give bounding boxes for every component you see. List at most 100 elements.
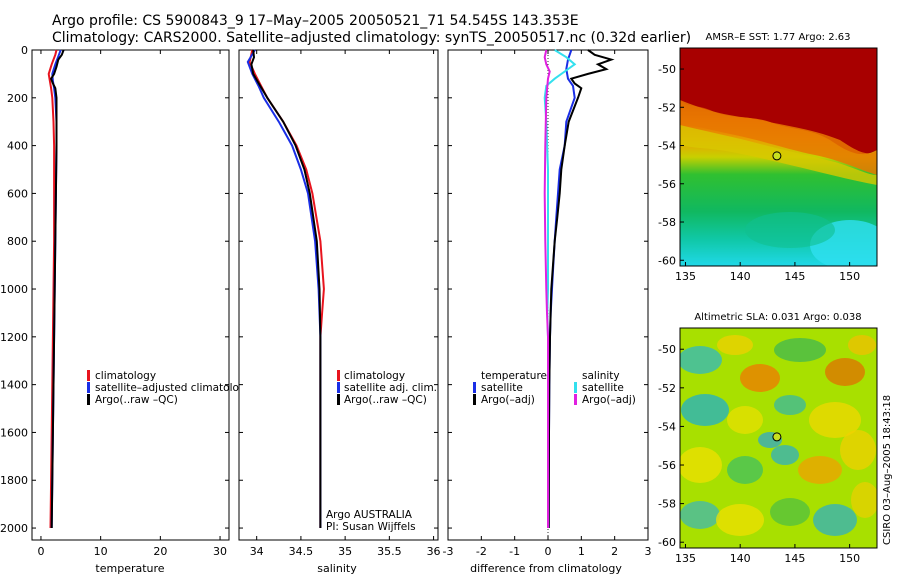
sla-map-panel: Altimetric SLA: 0.031 Argo: 0.038 135 140…	[658, 312, 893, 565]
lon-tick-label: 150	[839, 552, 860, 565]
x-tick-label: -1	[509, 545, 520, 558]
temperature-xlabel: temperature	[95, 562, 164, 575]
legend-label-climatology: climatology	[344, 370, 405, 382]
difference-ticks: -3 -2 -1 0 1 2 3	[443, 49, 652, 558]
lon-tick-label: 135	[675, 552, 696, 565]
sla-map-frame	[679, 327, 878, 549]
salinity-panel: 34 34.5 35 35.5 36 salinity climatology sate…	[238, 49, 441, 575]
sst-cool-patch	[745, 212, 835, 248]
sla-anomaly-blob	[798, 456, 842, 484]
y-tick-label: 1600	[0, 426, 28, 439]
sla-anomaly-blob	[680, 346, 722, 374]
x-tick-label: 20	[153, 545, 167, 558]
sla-anomaly-blobs	[680, 335, 877, 536]
x-tick-label: -2	[476, 545, 487, 558]
sla-anomaly-blob	[727, 406, 763, 434]
series-line-argo-raw-qc	[49, 49, 65, 529]
difference-lines	[543, 49, 615, 529]
legend-swatch-sal-argo	[574, 394, 577, 405]
legend-label-argo: Argo(..raw –QC)	[95, 394, 178, 406]
salinity-legend: climatology satellite adj. clim. Argo(..…	[337, 370, 437, 406]
temperature-panel: 0 10 20 30 0 200 400 600 800 1000 1200 1400 1600 1800…	[0, 44, 252, 575]
sla-anomaly-blob	[770, 498, 810, 526]
series-line-argo-raw-qc	[250, 49, 322, 528]
salinity-plot-frame	[238, 49, 439, 541]
lat-tick-label: -60	[658, 254, 676, 267]
lon-tick-label: 140	[730, 270, 751, 283]
legend-swatch-temp-satellite	[473, 382, 476, 393]
series-line-climatology	[47, 49, 58, 529]
y-tick-label: 1200	[0, 331, 28, 344]
lat-tick-label: -58	[658, 216, 676, 229]
lat-tick-label: -60	[658, 536, 676, 549]
legend-swatch-temp-argo	[473, 394, 476, 405]
legend-swatch-satellite	[337, 382, 340, 393]
y-tick-label: 1000	[0, 283, 28, 296]
sla-anomaly-blob	[716, 504, 764, 536]
sst-warm-front	[680, 48, 877, 155]
difference-legend-temperature: temperature satellite Argo(–adj)	[473, 370, 547, 406]
argo-program-label: Argo AUSTRALIA	[326, 509, 413, 521]
difference-legend-salinity: salinity satellite Argo(–adj)	[574, 370, 636, 406]
lon-tick-label: 150	[839, 270, 860, 283]
temperature-lines	[47, 49, 65, 529]
y-tick-label: 1400	[0, 379, 28, 392]
sla-anomaly-blob	[825, 358, 865, 386]
legend-label-sal-argo: Argo(–adj)	[582, 394, 636, 406]
salinity-xlabel: salinity	[317, 562, 357, 575]
x-tick-label: -3	[443, 545, 454, 558]
y-tick-label: 400	[7, 140, 28, 153]
x-tick-label: 0	[545, 545, 552, 558]
lat-tick-label: -52	[658, 101, 676, 114]
x-tick-label: 2	[611, 545, 618, 558]
sst-orange-band	[680, 100, 877, 175]
legend-label-temp-satellite: satellite	[481, 382, 523, 394]
lat-tick-label: -52	[658, 382, 676, 395]
difference-xlabel: difference from climatology	[470, 562, 622, 575]
y-tick-label: 1800	[0, 474, 28, 487]
x-tick-label: 30	[213, 545, 227, 558]
sla-anomaly-blob	[840, 430, 876, 470]
sla-anomaly-blob	[851, 482, 877, 518]
legend-swatch-climatology	[337, 370, 340, 381]
x-tick-label: 35	[338, 545, 352, 558]
x-tick-label: 34	[250, 545, 264, 558]
series-line-salinity-argo-adj	[543, 49, 551, 528]
lon-tick-label: 140	[730, 552, 751, 565]
legend-label-satellite: satellite adj. clim.	[344, 382, 437, 394]
pi-label: PI: Susan Wijffels	[326, 521, 416, 533]
float-position-marker-sst	[772, 151, 782, 161]
climatology-title: Climatology: CARS2000. Satellite–adjuste…	[52, 30, 692, 46]
sla-anomaly-blob	[809, 402, 861, 438]
legend-label-sal-satellite: satellite	[582, 382, 624, 394]
x-tick-label: 10	[94, 545, 108, 558]
lon-tick-label: 145	[784, 552, 805, 565]
x-tick-label: 36	[427, 545, 441, 558]
sla-anomaly-blob	[727, 456, 763, 484]
csiro-timestamp-label: CSIRO 03–Aug–2005 18:43:18	[882, 395, 893, 545]
sla-anomaly-blob	[848, 335, 876, 355]
legend-swatch-argo	[87, 394, 90, 405]
temperature-legend: climatology satellite–adjusted climatolo…	[87, 370, 252, 406]
legend-label-temp-argo: Argo(–adj)	[481, 394, 535, 406]
sla-anomaly-blob	[717, 335, 753, 355]
y-tick-label: 800	[7, 235, 28, 248]
y-tick-label: 600	[7, 187, 28, 200]
sst-map-ticks: 135 140 145 150 -50 -52 -54 -56 -58 -60	[658, 63, 860, 283]
x-tick-label: 3	[645, 545, 652, 558]
sla-anomaly-blob	[680, 447, 722, 483]
sla-anomaly-blob	[681, 394, 729, 426]
salinity-lines	[246, 49, 325, 528]
x-tick-label: 1	[578, 545, 585, 558]
sla-anomaly-blob	[774, 395, 806, 415]
float-position-marker-sla	[772, 432, 782, 442]
legend-swatch-climatology	[87, 370, 90, 381]
difference-panel: -3 -2 -1 0 1 2 3 difference from climatology t…	[443, 49, 652, 575]
temperature-plot-frame	[31, 49, 230, 541]
sla-anomaly-blob	[771, 445, 799, 465]
legend-heading-salinity: salinity	[582, 370, 620, 382]
series-line-temperature-argo-adj	[547, 49, 615, 529]
sst-heatmap	[680, 48, 877, 266]
lat-tick-label: -50	[658, 63, 676, 76]
